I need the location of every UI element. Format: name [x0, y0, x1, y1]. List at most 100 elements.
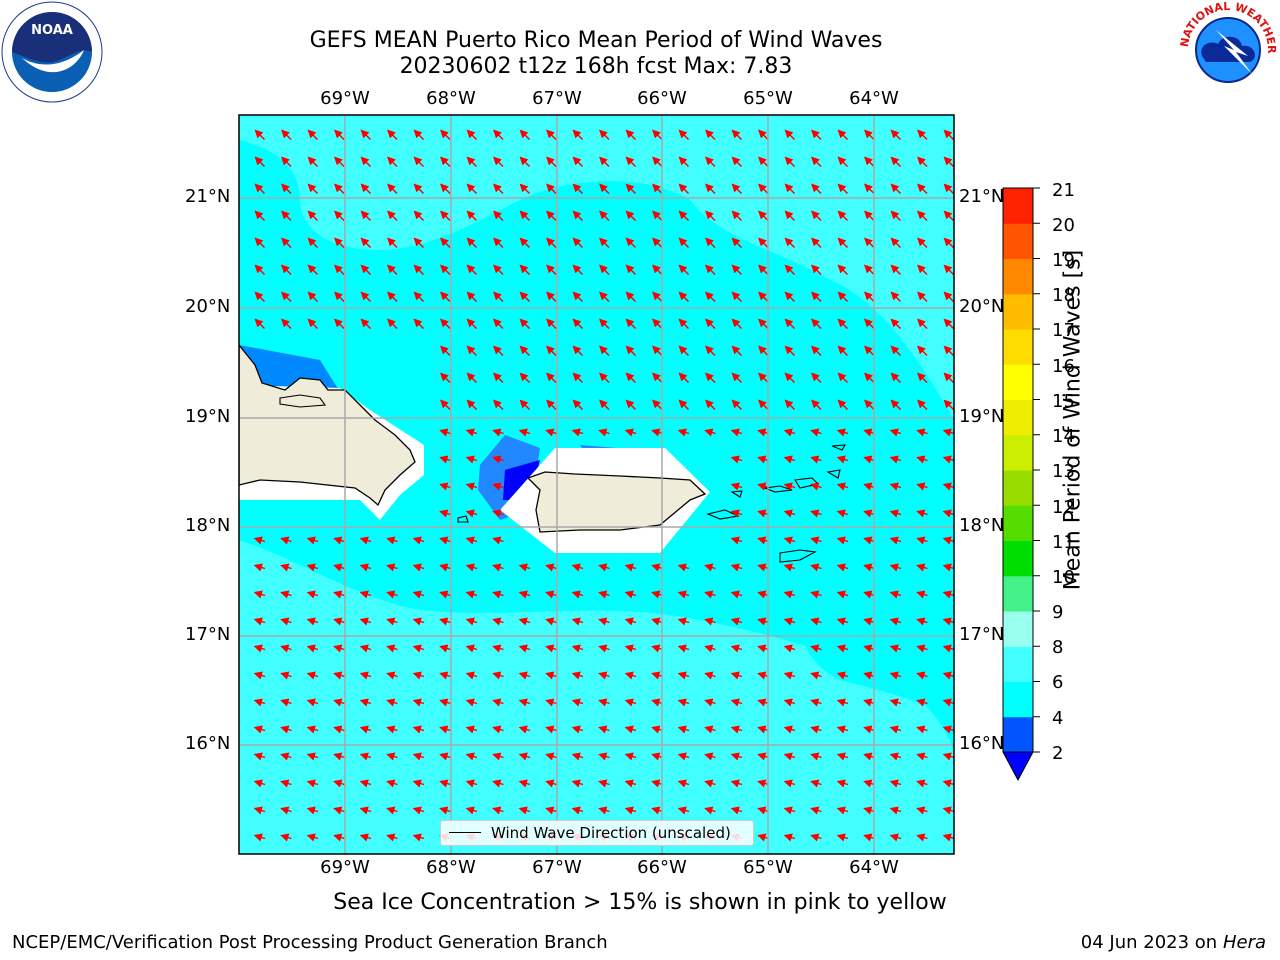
wave-direction-arrow	[652, 399, 663, 410]
wave-direction-arrow	[518, 752, 531, 761]
wave-direction-arrow	[651, 671, 663, 680]
wave-direction-arrow	[518, 590, 531, 599]
wave-direction-arrow	[387, 291, 398, 302]
wave-direction-arrow	[784, 372, 795, 383]
colorbar-tick-label: 18	[1052, 285, 1075, 306]
wave-direction-arrow	[412, 752, 425, 761]
wave-direction-arrow	[254, 318, 265, 329]
wave-direction-arrow	[253, 752, 266, 761]
lon-label-bottom: 64°W	[849, 857, 899, 878]
wave-direction-arrow	[810, 455, 822, 464]
wave-direction-arrow	[731, 156, 742, 167]
colorbar-tick-label: 12	[1052, 497, 1075, 518]
wave-direction-arrow	[731, 210, 742, 221]
wave-direction-arrow	[465, 563, 478, 572]
legend-line-swatch	[449, 832, 481, 833]
wave-direction-arrow	[864, 210, 875, 221]
wave-direction-arrow	[412, 644, 425, 653]
wave-direction-arrow	[253, 536, 266, 545]
wave-direction-arrow	[677, 779, 690, 788]
wave-direction-arrow	[465, 644, 478, 653]
wave-direction-arrow	[465, 428, 478, 437]
wave-direction-arrow	[837, 129, 848, 140]
wave-direction-arrow	[863, 536, 875, 545]
wave-direction-arrow	[492, 698, 504, 707]
wave-direction-arrow	[281, 237, 292, 248]
wave-direction-arrow	[281, 264, 292, 275]
colorbar-tick-label: 13	[1052, 461, 1075, 482]
wave-direction-arrow	[705, 183, 716, 194]
wave-direction-arrow	[519, 156, 530, 167]
wave-direction-arrow	[705, 318, 716, 329]
wave-direction-arrow	[783, 725, 796, 734]
wave-direction-arrow	[651, 428, 663, 437]
wave-direction-arrow	[942, 509, 954, 518]
wave-direction-arrow	[889, 428, 902, 437]
wave-direction-arrow	[413, 183, 424, 194]
wave-direction-arrow	[306, 698, 319, 707]
wave-direction-arrow	[386, 752, 398, 761]
wave-direction-arrow	[704, 644, 716, 653]
wave-direction-arrow	[465, 617, 478, 626]
wave-direction-arrow	[306, 779, 319, 788]
wave-direction-arrow	[731, 237, 742, 248]
wave-direction-arrow	[836, 509, 849, 518]
wave-direction-arrow	[625, 399, 636, 410]
wave-direction-arrow	[518, 644, 531, 653]
wave-direction-arrow	[333, 806, 345, 815]
wave-direction-arrow	[810, 725, 822, 734]
wave-direction-arrow	[387, 237, 398, 248]
wave-direction-arrow	[439, 752, 451, 761]
wave-direction-arrow	[916, 671, 928, 680]
wave-direction-arrow	[333, 563, 345, 572]
wave-direction-arrow	[784, 183, 795, 194]
wave-direction-arrow	[519, 372, 530, 383]
wave-direction-arrow	[545, 644, 557, 653]
wave-direction-arrow	[306, 806, 319, 815]
wave-direction-arrow	[280, 590, 292, 599]
wave-direction-arrow	[280, 563, 292, 572]
wave-direction-arrow	[705, 237, 716, 248]
wave-direction-arrow	[890, 210, 901, 221]
wave-direction-arrow	[466, 210, 477, 221]
wave-direction-arrow	[625, 210, 636, 221]
wave-direction-arrow	[546, 129, 557, 140]
wave-direction-arrow	[863, 833, 875, 842]
wave-direction-arrow	[599, 264, 610, 275]
wave-direction-arrow	[678, 399, 689, 410]
wave-direction-arrow	[387, 210, 398, 221]
wave-direction-arrow	[465, 455, 478, 464]
wave-direction-arrow	[413, 156, 424, 167]
wave-direction-arrow	[386, 806, 398, 815]
wave-direction-arrow	[545, 779, 557, 788]
wave-direction-arrow	[440, 318, 451, 329]
wave-direction-arrow	[493, 156, 504, 167]
colorbar-segment	[1003, 505, 1033, 541]
wave-direction-arrow	[863, 590, 875, 599]
wave-direction-arrow	[758, 156, 769, 167]
wave-direction-arrow	[942, 563, 954, 572]
wave-direction-arrow	[783, 590, 796, 599]
wave-direction-arrow	[307, 210, 318, 221]
wave-direction-arrow	[783, 455, 796, 464]
wave-direction-arrow	[784, 210, 795, 221]
legend-label: Wind Wave Direction (unscaled)	[491, 824, 731, 842]
wave-direction-arrow	[677, 644, 690, 653]
wave-direction-arrow	[784, 264, 795, 275]
wave-direction-arrow	[705, 372, 716, 383]
wave-direction-arrow	[280, 725, 292, 734]
wave-direction-arrow	[758, 291, 769, 302]
wave-direction-arrow	[253, 563, 266, 572]
wave-direction-arrow	[465, 752, 478, 761]
wave-direction-arrow	[863, 617, 875, 626]
wave-direction-arrow	[519, 291, 530, 302]
wave-direction-arrow	[836, 428, 849, 437]
wave-direction-arrow	[624, 698, 637, 707]
wave-direction-arrow	[598, 644, 610, 653]
wave-direction-arrow	[307, 318, 318, 329]
wave-direction-arrow	[730, 806, 743, 815]
colorbar-tick-label: 9	[1052, 602, 1064, 623]
lat-label-left: 16°N	[185, 733, 231, 754]
wave-direction-arrow	[439, 725, 451, 734]
wave-direction-arrow	[784, 129, 795, 140]
